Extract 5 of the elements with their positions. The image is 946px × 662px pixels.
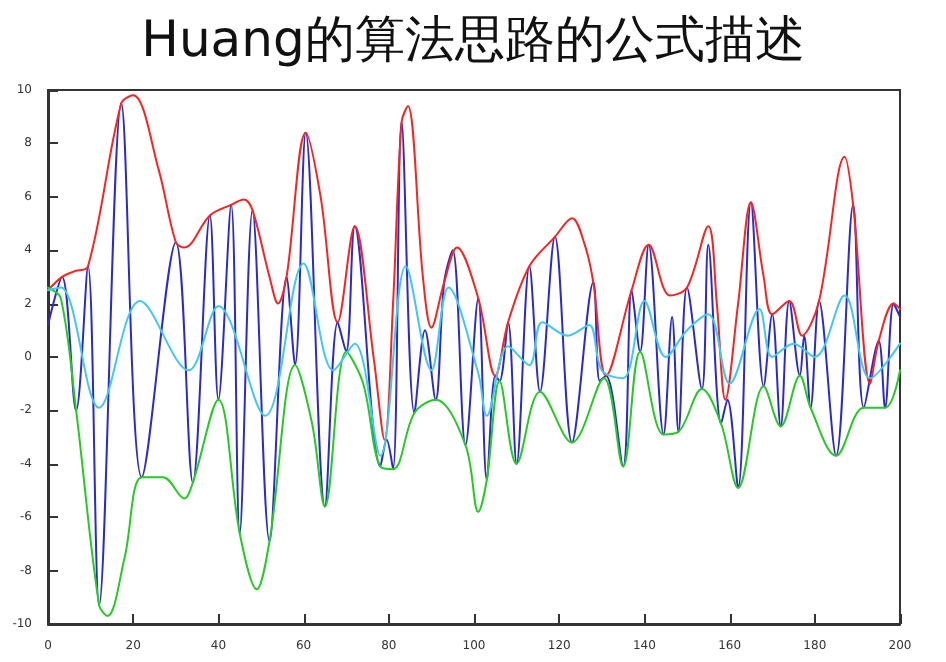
line-series xyxy=(47,102,901,607)
line-series xyxy=(47,286,901,617)
line-series xyxy=(47,262,901,457)
line-series xyxy=(47,94,901,441)
chart-title: Huang的算法思路的公式描述 xyxy=(141,10,805,68)
